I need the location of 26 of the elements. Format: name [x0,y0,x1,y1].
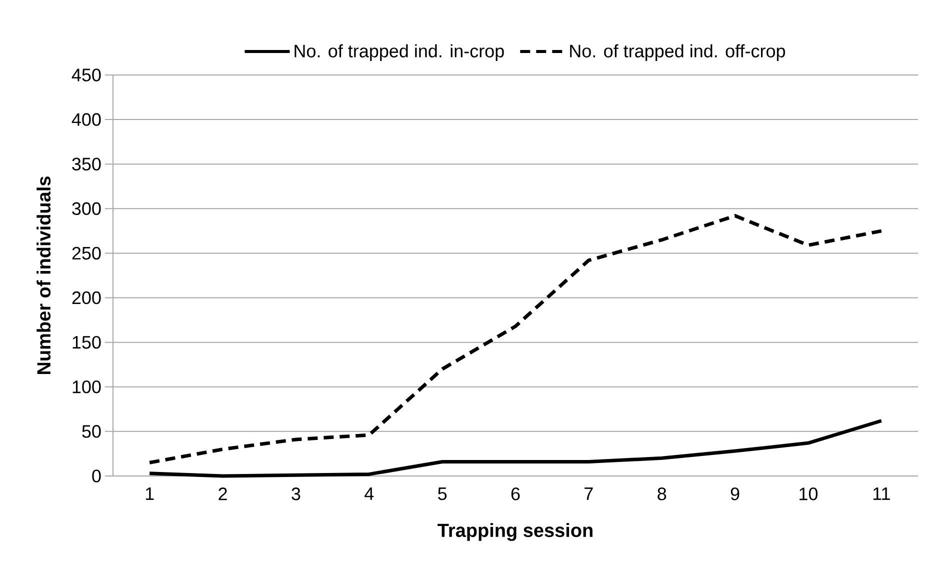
x-tick-label: 10 [800,488,818,500]
x-tick-label: 11 [873,488,890,500]
y-tick-label: 400 [72,113,101,126]
y-tick-label: 450 [72,68,101,82]
y-tick-label: 0 [92,470,101,482]
legend-label: No. of trapped ind. off-crop [570,44,786,62]
legend-label: No. of trapped ind. in-crop [294,44,504,62]
y-tick-label: 200 [72,291,101,304]
y-tick-label: 150 [72,336,101,349]
x-axis-title: Trapping session [438,523,592,541]
x-tick-label: 3 [292,488,300,500]
y-axis-title: Number of individuals [36,176,51,374]
x-tick-label: 4 [364,488,374,500]
y-tick-label: 50 [82,425,101,438]
x-tick-label: 1 [146,488,154,500]
x-tick-label: 7 [584,488,593,500]
x-tick-label: 8 [658,488,666,500]
x-tick-label: 5 [438,488,447,500]
x-tick-label: 6 [511,488,520,500]
y-tick-label: 100 [72,380,101,394]
y-tick-label: 350 [72,158,101,170]
x-tick-label: 9 [730,488,740,500]
y-tick-label: 250 [72,246,101,260]
line-series [148,214,884,464]
x-tick-label: 2 [218,488,227,500]
y-tick-label: 300 [72,202,101,216]
